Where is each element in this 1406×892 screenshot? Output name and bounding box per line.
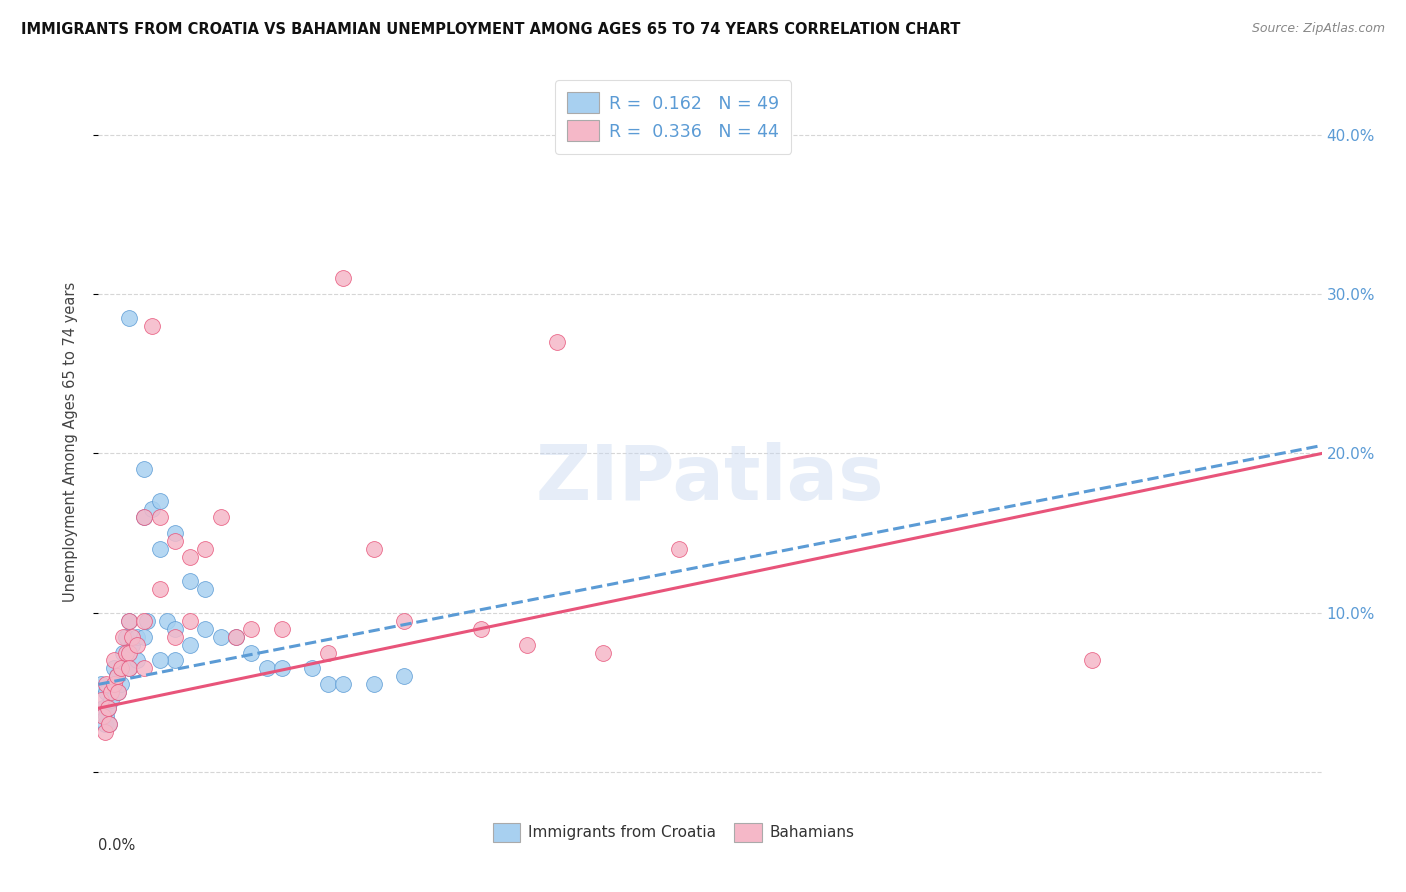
Point: [100, 693, 122, 707]
Point: [91, 709, 114, 723]
Point: [118, 661, 141, 675]
Point: [100, 685, 122, 699]
Point: [209, 510, 232, 524]
Point: [332, 271, 354, 285]
Point: [98, 717, 121, 731]
Point: [125, 630, 148, 644]
Point: [105, 669, 128, 683]
Point: [301, 661, 323, 675]
Point: [97, 701, 120, 715]
Point: [118, 661, 141, 675]
Point: [392, 669, 416, 683]
Point: [134, 661, 156, 675]
Point: [270, 622, 294, 636]
Text: Source: ZipAtlas.com: Source: ZipAtlas.com: [1251, 22, 1385, 36]
Point: [163, 622, 186, 636]
Point: [134, 510, 156, 524]
Legend: Immigrants from Croatia, Bahamians: Immigrants from Croatia, Bahamians: [482, 813, 865, 852]
Point: [270, 661, 294, 675]
Point: [94, 677, 117, 691]
Point: [194, 582, 217, 596]
Point: [118, 646, 141, 660]
Point: [141, 502, 163, 516]
Point: [1081, 653, 1104, 667]
Point: [163, 534, 186, 549]
Point: [134, 614, 156, 628]
Point: [90, 677, 112, 691]
Point: [136, 614, 159, 628]
Point: [118, 646, 141, 660]
Point: [149, 582, 172, 596]
Point: [107, 685, 129, 699]
Point: [256, 661, 278, 675]
Point: [225, 630, 247, 644]
Point: [194, 541, 217, 556]
Point: [470, 622, 492, 636]
Point: [125, 638, 148, 652]
Point: [118, 311, 141, 326]
Point: [98, 717, 121, 731]
Point: [134, 462, 156, 476]
Y-axis label: Unemployment Among Ages 65 to 74 years: Unemployment Among Ages 65 to 74 years: [63, 281, 77, 602]
Point: [363, 677, 385, 691]
Point: [163, 630, 186, 644]
Point: [392, 614, 416, 628]
Point: [94, 709, 117, 723]
Point: [91, 701, 114, 715]
Point: [516, 638, 538, 652]
Text: ZIPatlas: ZIPatlas: [536, 442, 884, 516]
Point: [141, 319, 163, 334]
Point: [110, 677, 132, 691]
Point: [240, 646, 263, 660]
Point: [103, 677, 125, 691]
Point: [110, 661, 132, 675]
Point: [149, 494, 172, 508]
Point: [103, 653, 125, 667]
Point: [363, 541, 385, 556]
Point: [121, 630, 143, 644]
Point: [240, 622, 263, 636]
Text: 0.0%: 0.0%: [98, 838, 135, 853]
Point: [115, 630, 138, 644]
Point: [179, 638, 201, 652]
Point: [118, 614, 141, 628]
Point: [163, 653, 186, 667]
Point: [592, 646, 614, 660]
Point: [118, 614, 141, 628]
Point: [194, 622, 217, 636]
Point: [149, 510, 172, 524]
Point: [134, 630, 156, 644]
Point: [111, 630, 134, 644]
Point: [93, 725, 115, 739]
Point: [110, 661, 132, 675]
Point: [115, 646, 138, 660]
Point: [107, 685, 129, 699]
Point: [316, 646, 339, 660]
Point: [163, 526, 186, 541]
Point: [134, 510, 156, 524]
Point: [179, 574, 201, 588]
Point: [156, 614, 179, 628]
Point: [149, 541, 172, 556]
Point: [546, 334, 568, 349]
Point: [668, 541, 690, 556]
Point: [179, 614, 201, 628]
Point: [332, 677, 354, 691]
Point: [103, 677, 125, 691]
Point: [225, 630, 247, 644]
Point: [316, 677, 339, 691]
Point: [121, 638, 143, 652]
Point: [94, 685, 117, 699]
Point: [103, 661, 125, 675]
Text: IMMIGRANTS FROM CROATIA VS BAHAMIAN UNEMPLOYMENT AMONG AGES 65 TO 74 YEARS CORRE: IMMIGRANTS FROM CROATIA VS BAHAMIAN UNEM…: [21, 22, 960, 37]
Point: [149, 653, 172, 667]
Point: [105, 669, 128, 683]
Point: [93, 717, 115, 731]
Point: [179, 549, 201, 564]
Point: [125, 653, 148, 667]
Point: [90, 693, 112, 707]
Point: [111, 646, 134, 660]
Point: [209, 630, 232, 644]
Point: [97, 701, 120, 715]
